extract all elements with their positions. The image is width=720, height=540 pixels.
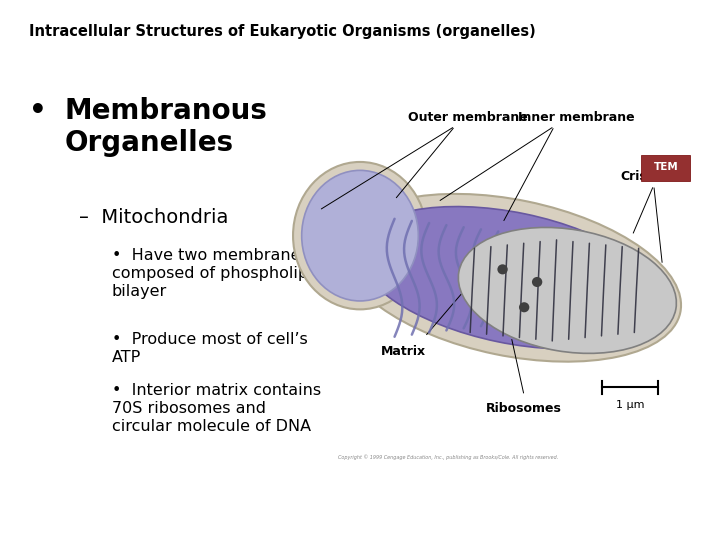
- Text: Outer membrane: Outer membrane: [408, 111, 528, 124]
- Text: 1 μm: 1 μm: [616, 400, 644, 410]
- Text: •  Produce most of cell’s
ATP: • Produce most of cell’s ATP: [112, 332, 307, 365]
- Circle shape: [519, 302, 529, 312]
- Text: Inner membrane: Inner membrane: [518, 111, 634, 124]
- Text: Crista: Crista: [620, 170, 662, 183]
- Text: Membranous
Organelles: Membranous Organelles: [65, 97, 268, 157]
- FancyBboxPatch shape: [641, 155, 690, 181]
- Text: Ribosomes: Ribosomes: [486, 402, 562, 415]
- Ellipse shape: [341, 194, 681, 362]
- Ellipse shape: [293, 162, 427, 309]
- Ellipse shape: [359, 207, 664, 349]
- Circle shape: [532, 277, 542, 287]
- Text: Matrix: Matrix: [381, 345, 426, 358]
- Text: Intracellular Structures of Eukaryotic Organisms (organelles): Intracellular Structures of Eukaryotic O…: [29, 24, 536, 39]
- Circle shape: [498, 264, 508, 274]
- Text: •  Have two membranes
composed of phospholipid
bilayer: • Have two membranes composed of phospho…: [112, 248, 323, 299]
- Text: •  Interior matrix contains
70S ribosomes and
circular molecule of DNA: • Interior matrix contains 70S ribosomes…: [112, 383, 320, 434]
- Ellipse shape: [302, 170, 418, 301]
- Text: TEM: TEM: [654, 163, 678, 172]
- Text: –  Mitochondria: – Mitochondria: [79, 208, 228, 227]
- Text: •: •: [29, 97, 47, 125]
- Ellipse shape: [459, 227, 676, 353]
- Text: Copyright © 1999 Cengage Education, Inc., publishing as Brooks/Cole. All rights : Copyright © 1999 Cengage Education, Inc.…: [338, 455, 559, 460]
